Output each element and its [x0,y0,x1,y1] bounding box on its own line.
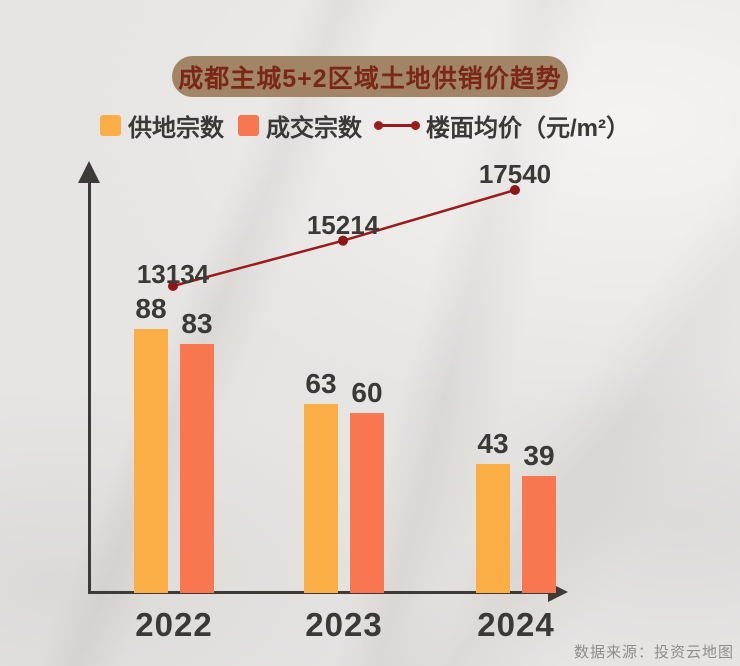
supply-bar-value: 88 [135,293,167,324]
category-label: 2022 [135,606,213,643]
supply-bar-value: 63 [305,368,337,399]
data-source-note: 数据来源：投资云地图 [573,644,734,661]
legend-label-supply: 供地宗数 [128,114,224,142]
line-marker-icon [374,120,420,130]
supply-bar-value: 43 [477,428,509,459]
category-label: 2024 [477,606,555,643]
deal-bar [350,413,384,593]
price-value: 13134 [136,259,210,289]
legend-label-deal: 成交宗数 [266,114,362,142]
legend-item-price: 楼面均价（元/m²） [374,108,630,143]
price-point-icon [510,185,520,195]
supply-bar [476,464,510,593]
y-axis-arrow-icon [78,161,100,183]
deal-bar-value: 39 [523,440,555,471]
legend-item-supply: 供地宗数 [100,108,224,143]
deal-bar-value: 83 [181,308,213,339]
legend: 供地宗数 成交宗数 楼面均价（元/m²） [100,108,630,143]
deal-bar [180,344,214,593]
deal-bar [522,476,556,593]
price-value: 15214 [306,209,380,240]
chart-title-badge: 成都主城5+2区域土地供销价趋势 [172,56,568,97]
deal-bar-value: 60 [351,377,383,408]
legend-item-deal: 成交宗数 [238,108,362,143]
deal-swatch-icon [238,114,259,136]
price-value: 17540 [478,159,552,189]
legend-label-price: 楼面均价（元/m²） [426,114,630,142]
chart-title: 成都主城5+2区域土地供销价趋势 [178,64,562,93]
supply-bar [304,404,338,593]
price-point-icon [338,235,348,246]
price-point-icon [168,281,178,291]
supply-swatch-icon [100,114,121,136]
supply-bar [134,329,168,593]
y-axis [88,180,91,594]
category-label: 2023 [305,606,383,643]
